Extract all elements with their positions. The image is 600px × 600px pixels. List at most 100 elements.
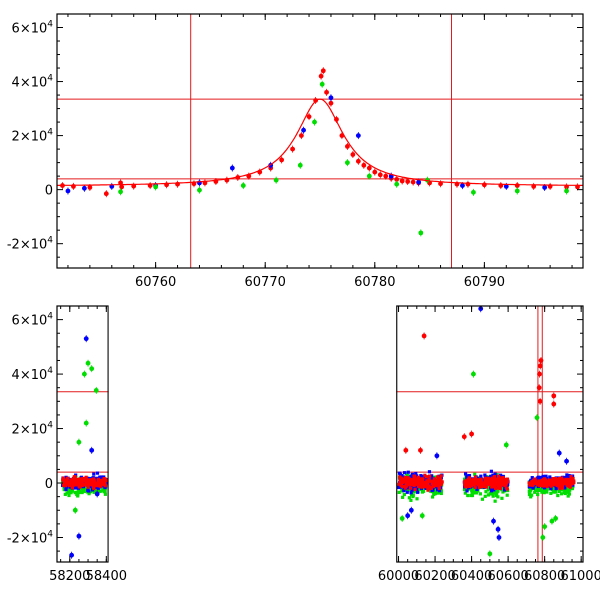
data-point — [410, 488, 414, 492]
data-point — [94, 485, 99, 490]
data-point — [118, 189, 123, 195]
data-point — [480, 497, 485, 501]
data-point — [499, 473, 503, 477]
data-point — [501, 482, 505, 486]
data-point — [549, 486, 553, 491]
data-point — [66, 487, 71, 491]
data-point — [487, 479, 491, 483]
axes-frame-right — [396, 305, 584, 563]
data-point — [556, 450, 562, 456]
data-point — [550, 482, 554, 486]
data-point — [344, 144, 350, 149]
data-point — [500, 496, 504, 500]
data-point — [416, 490, 420, 494]
data-point — [533, 490, 537, 494]
data-point — [350, 152, 356, 157]
data-point — [486, 485, 490, 489]
data-point — [428, 474, 432, 478]
data-point — [433, 478, 437, 482]
data-point — [438, 489, 442, 493]
data-point — [484, 490, 488, 494]
data-point — [72, 507, 78, 513]
data-point — [415, 497, 419, 501]
data-point — [503, 442, 509, 448]
data-point — [542, 185, 548, 190]
data-point — [565, 473, 569, 477]
data-point — [460, 183, 465, 188]
x-tick-label: 60800 — [524, 569, 565, 584]
data-point — [541, 484, 545, 488]
data-point — [407, 496, 411, 500]
data-point — [74, 473, 78, 477]
data-point — [472, 482, 476, 487]
data-point — [402, 488, 406, 493]
data-point — [434, 482, 438, 486]
data-point — [403, 471, 407, 475]
data-point — [64, 487, 68, 492]
data-point — [99, 478, 103, 483]
data-point — [553, 488, 557, 492]
data-point — [394, 176, 400, 182]
data-point — [80, 477, 84, 481]
data-point — [505, 493, 509, 497]
data-point — [564, 477, 568, 481]
data-point — [398, 475, 402, 479]
data-point — [527, 489, 531, 493]
data-point — [479, 474, 483, 478]
data-point — [503, 183, 509, 189]
data-point — [483, 473, 487, 477]
data-point — [489, 474, 493, 478]
data-point — [65, 491, 69, 495]
data-point — [402, 492, 406, 497]
data-point — [61, 476, 66, 480]
data-point — [417, 484, 421, 488]
x-tick-label: 60400 — [451, 569, 492, 584]
data-point — [76, 490, 80, 494]
data-point — [496, 481, 501, 485]
data-point — [414, 471, 418, 476]
data-point — [405, 490, 409, 494]
data-point — [531, 486, 535, 490]
data-point — [399, 178, 405, 184]
data-point — [564, 480, 569, 484]
data-point — [394, 181, 400, 187]
data-point — [514, 183, 520, 188]
data-point — [558, 486, 562, 491]
data-point — [96, 479, 101, 483]
data-point — [497, 477, 501, 481]
x-tick-label: 60000 — [378, 569, 419, 584]
data-point — [554, 490, 558, 494]
data-point — [545, 490, 549, 494]
y-tick-label: -2×104 — [7, 529, 53, 546]
data-point — [403, 447, 409, 453]
data-point — [94, 481, 98, 485]
data-point — [534, 488, 538, 492]
data-point — [465, 181, 471, 187]
data-point — [416, 475, 421, 479]
y-tick-label: 6×104 — [12, 312, 54, 329]
x-tick-label: 61000 — [560, 569, 600, 584]
x-tick-label: 60780 — [354, 275, 395, 290]
data-point — [466, 478, 470, 483]
data-point — [486, 488, 490, 492]
data-point — [420, 474, 424, 478]
data-point — [563, 491, 567, 496]
data-point — [424, 475, 429, 479]
data-point — [399, 516, 405, 521]
data-point — [553, 516, 559, 521]
data-point — [405, 179, 411, 184]
data-point — [403, 475, 407, 480]
data-point — [95, 471, 100, 475]
data-point — [481, 182, 487, 188]
data-point — [417, 480, 421, 484]
x-tick-label: 60760 — [135, 275, 176, 290]
data-point — [432, 480, 436, 484]
data-point — [406, 488, 410, 492]
data-point — [89, 484, 94, 488]
data-point — [496, 535, 502, 540]
data-point — [420, 477, 424, 482]
y-tick-label: 4×104 — [12, 366, 54, 383]
data-point — [470, 490, 474, 495]
data-point — [377, 172, 383, 178]
data-point — [102, 477, 106, 481]
